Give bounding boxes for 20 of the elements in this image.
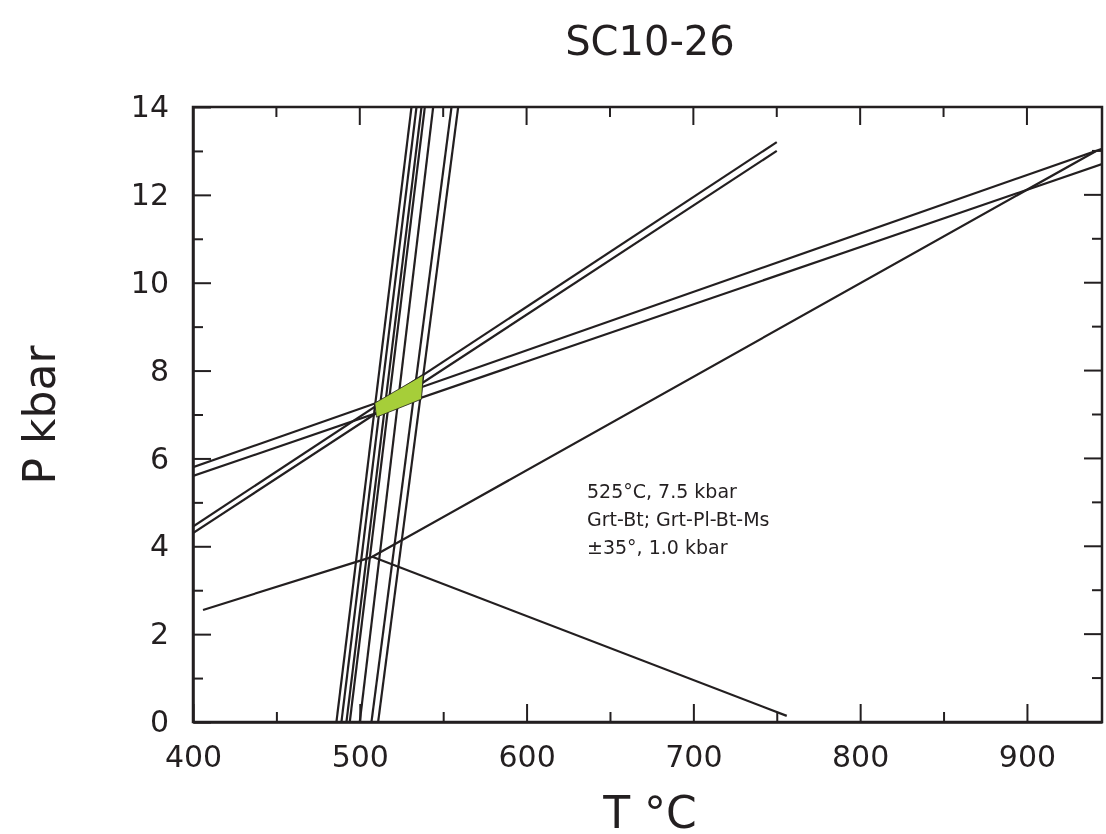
- annotation: 525°C, 7.5 kbar: [587, 480, 738, 502]
- y-tick-label: 0: [149, 704, 169, 740]
- x-tick-label: 800: [832, 739, 890, 775]
- y-axis-title: P kbar: [14, 344, 65, 485]
- y-tick-label: 12: [130, 176, 169, 212]
- x-tick-label: 400: [164, 739, 223, 775]
- chart-title: SC10-26: [565, 18, 735, 64]
- x-tick-label: 500: [331, 739, 389, 775]
- x-tick-label: 600: [498, 739, 556, 775]
- y-tick-label: 8: [149, 352, 169, 388]
- y-tick-label: 2: [149, 616, 169, 652]
- x-tick-label: 900: [998, 739, 1057, 775]
- y-tick-label: 14: [130, 89, 169, 125]
- x-axis-title: T °C: [602, 787, 697, 834]
- annotation: Grt-Bt; Grt-Pl-Bt-Ms: [587, 508, 770, 530]
- annotation: ±35°, 1.0 kbar: [587, 536, 728, 558]
- x-tick-label: 700: [665, 739, 723, 775]
- y-tick-label: 6: [149, 440, 169, 476]
- y-tick-label: 10: [130, 264, 169, 300]
- y-tick-label: 4: [149, 528, 169, 564]
